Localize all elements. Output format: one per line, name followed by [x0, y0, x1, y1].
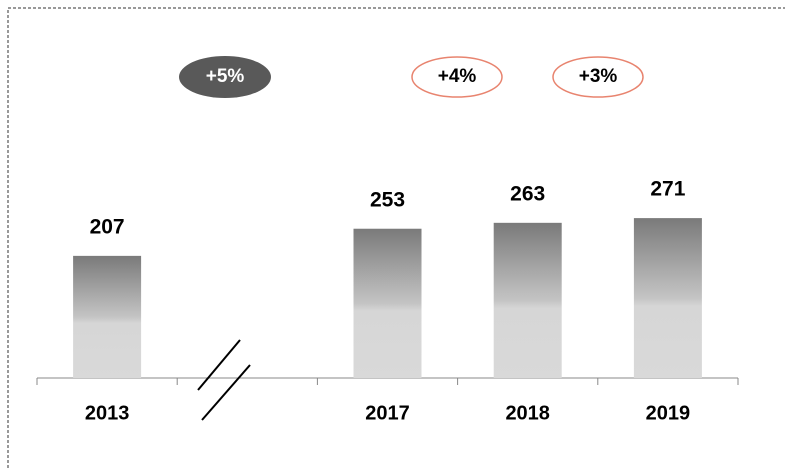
x-tick-label: 2017: [365, 402, 410, 424]
badge: [411, 56, 503, 98]
bar: [493, 222, 562, 378]
badge: [552, 56, 644, 98]
value-label: 271: [650, 178, 685, 201]
value-label: 207: [90, 215, 125, 238]
value-label: 253: [370, 188, 405, 211]
axis-break: [201, 364, 251, 421]
annotation: +5%: [206, 66, 245, 87]
frame: [7, 7, 785, 468]
bar: [73, 255, 142, 378]
annotation: +4%: [438, 66, 477, 87]
x-tick-label: 2019: [646, 402, 691, 424]
annotation: +3%: [579, 66, 618, 87]
bar: [353, 228, 422, 378]
x-tick-label: 2018: [505, 402, 550, 424]
axis-break: [197, 339, 241, 391]
x-tick-label: 2013: [85, 402, 130, 424]
badge: [179, 56, 271, 98]
value-label: 263: [510, 182, 545, 205]
bar: [633, 218, 702, 378]
